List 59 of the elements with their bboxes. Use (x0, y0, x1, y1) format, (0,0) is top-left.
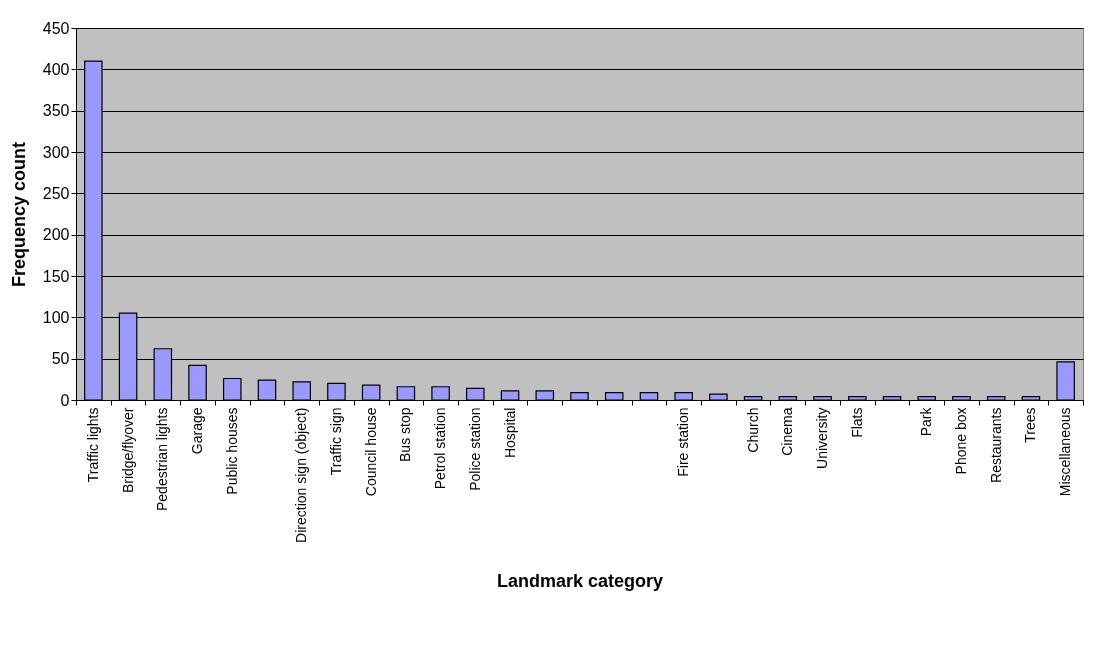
y-tick-label: 350 (42, 102, 70, 120)
bar (466, 387, 485, 401)
x-tick-label: Garage (189, 407, 206, 455)
bar (292, 381, 311, 401)
x-axis-title: Landmark category (496, 570, 664, 591)
bar (604, 391, 624, 401)
bar (570, 391, 589, 401)
x-tick-label: Park (918, 406, 935, 437)
bar (188, 364, 207, 401)
bar (361, 384, 381, 401)
x-tick-label: Fire station (675, 407, 692, 477)
x-tick-label: Direction sign (object) (293, 407, 310, 543)
x-tick-label: Phone box (952, 407, 969, 475)
bar (952, 396, 971, 401)
x-tick-label: Petrol station (432, 407, 449, 490)
bar (813, 396, 832, 401)
bar (431, 386, 450, 401)
x-tick-label: Pedestrian lights (154, 407, 171, 512)
bar (639, 391, 659, 401)
bar (500, 390, 520, 401)
bar (1021, 396, 1041, 401)
x-tick-label: Hospital (501, 407, 518, 459)
bar (917, 396, 937, 401)
x-tick-label: University (814, 407, 831, 469)
bar (882, 396, 902, 401)
x-tick-label: Church (744, 407, 761, 453)
bar (257, 379, 277, 401)
y-tick-label: 400 (42, 60, 70, 78)
y-axis-title: Frequency count (8, 141, 29, 288)
x-tick-label: Police station (466, 407, 483, 491)
bar (986, 396, 1006, 401)
bar (222, 377, 242, 401)
x-tick-label: Council house (362, 407, 379, 497)
x-tick-label: Traffic sign (327, 407, 344, 476)
y-tick-label: 100 (42, 308, 70, 326)
bar (396, 386, 416, 401)
bar (674, 391, 693, 401)
y-tick-label: 450 (42, 19, 70, 37)
x-tick-label: Restaurants (987, 407, 1004, 483)
x-tick-label: Flats (848, 407, 865, 438)
x-tick-label: Bridge/flyover (119, 407, 136, 494)
bar (327, 382, 346, 401)
bar (535, 390, 555, 401)
bar (743, 396, 763, 401)
y-tick-label: 250 (42, 184, 70, 202)
x-tick-label: Public houses (223, 407, 240, 495)
x-tick-label: Bus stop (397, 407, 414, 462)
bar (709, 393, 728, 401)
y-tick-label: 200 (42, 226, 70, 244)
x-tick-label: Miscellaneous (1057, 407, 1074, 497)
y-tick-label: 0 (60, 391, 70, 409)
x-tick-label: Trees (1022, 407, 1039, 443)
bar (778, 396, 798, 401)
x-tick-label: Cinema (779, 407, 796, 456)
y-tick-label: 50 (51, 350, 70, 368)
y-tick-label: 150 (42, 267, 70, 285)
bar (848, 396, 867, 401)
x-tick-label: Traffic lights (84, 407, 101, 483)
y-tick-label: 300 (42, 143, 70, 161)
